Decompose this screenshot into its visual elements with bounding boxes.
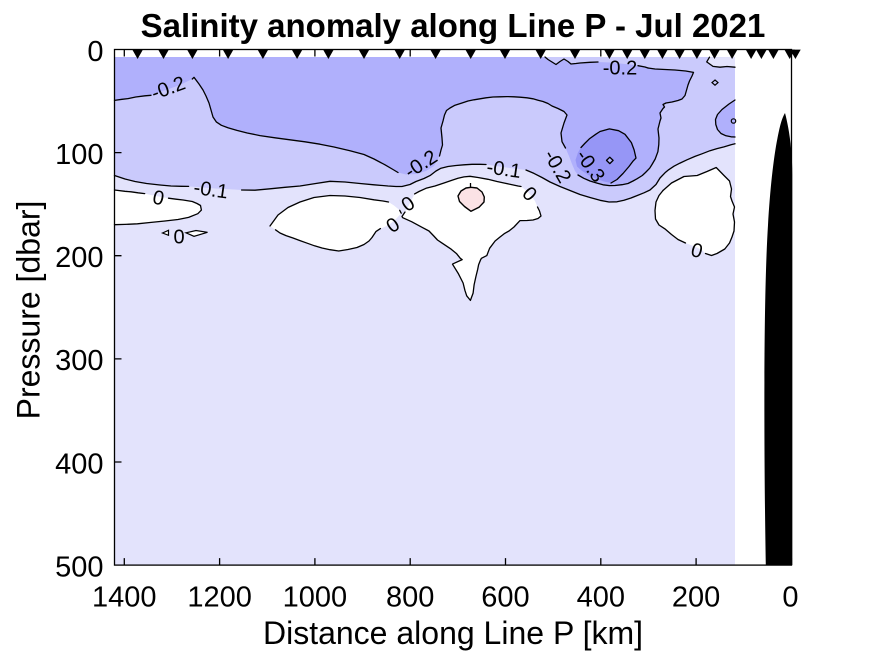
svg-text:200: 200	[55, 242, 103, 274]
svg-text:0: 0	[688, 239, 704, 263]
svg-text:0: 0	[782, 581, 798, 613]
svg-text:0: 0	[151, 186, 166, 210]
svg-text:0: 0	[87, 36, 103, 68]
svg-text:200: 200	[672, 581, 720, 613]
svg-text:1200: 1200	[187, 581, 252, 613]
svg-text:400: 400	[55, 448, 103, 480]
svg-text:300: 300	[55, 345, 103, 377]
svg-text:500: 500	[55, 551, 103, 583]
svg-text:1400: 1400	[92, 581, 157, 613]
svg-text:800: 800	[386, 581, 434, 613]
svg-text:-0.1: -0.1	[192, 177, 229, 204]
svg-text:0: 0	[173, 227, 184, 249]
svg-text:Pressure [dbar]: Pressure [dbar]	[11, 201, 47, 420]
svg-text:400: 400	[577, 581, 625, 613]
svg-text:Distance along Line P [km]: Distance along Line P [km]	[263, 615, 643, 651]
svg-text:-0.1: -0.1	[485, 156, 522, 183]
svg-text:1000: 1000	[283, 581, 348, 613]
svg-text:100: 100	[55, 139, 103, 171]
svg-text:-0.2: -0.2	[603, 58, 637, 80]
svg-text:Salinity anomaly along Line P: Salinity anomaly along Line P - Jul 2021	[141, 7, 766, 44]
svg-text:600: 600	[481, 581, 529, 613]
